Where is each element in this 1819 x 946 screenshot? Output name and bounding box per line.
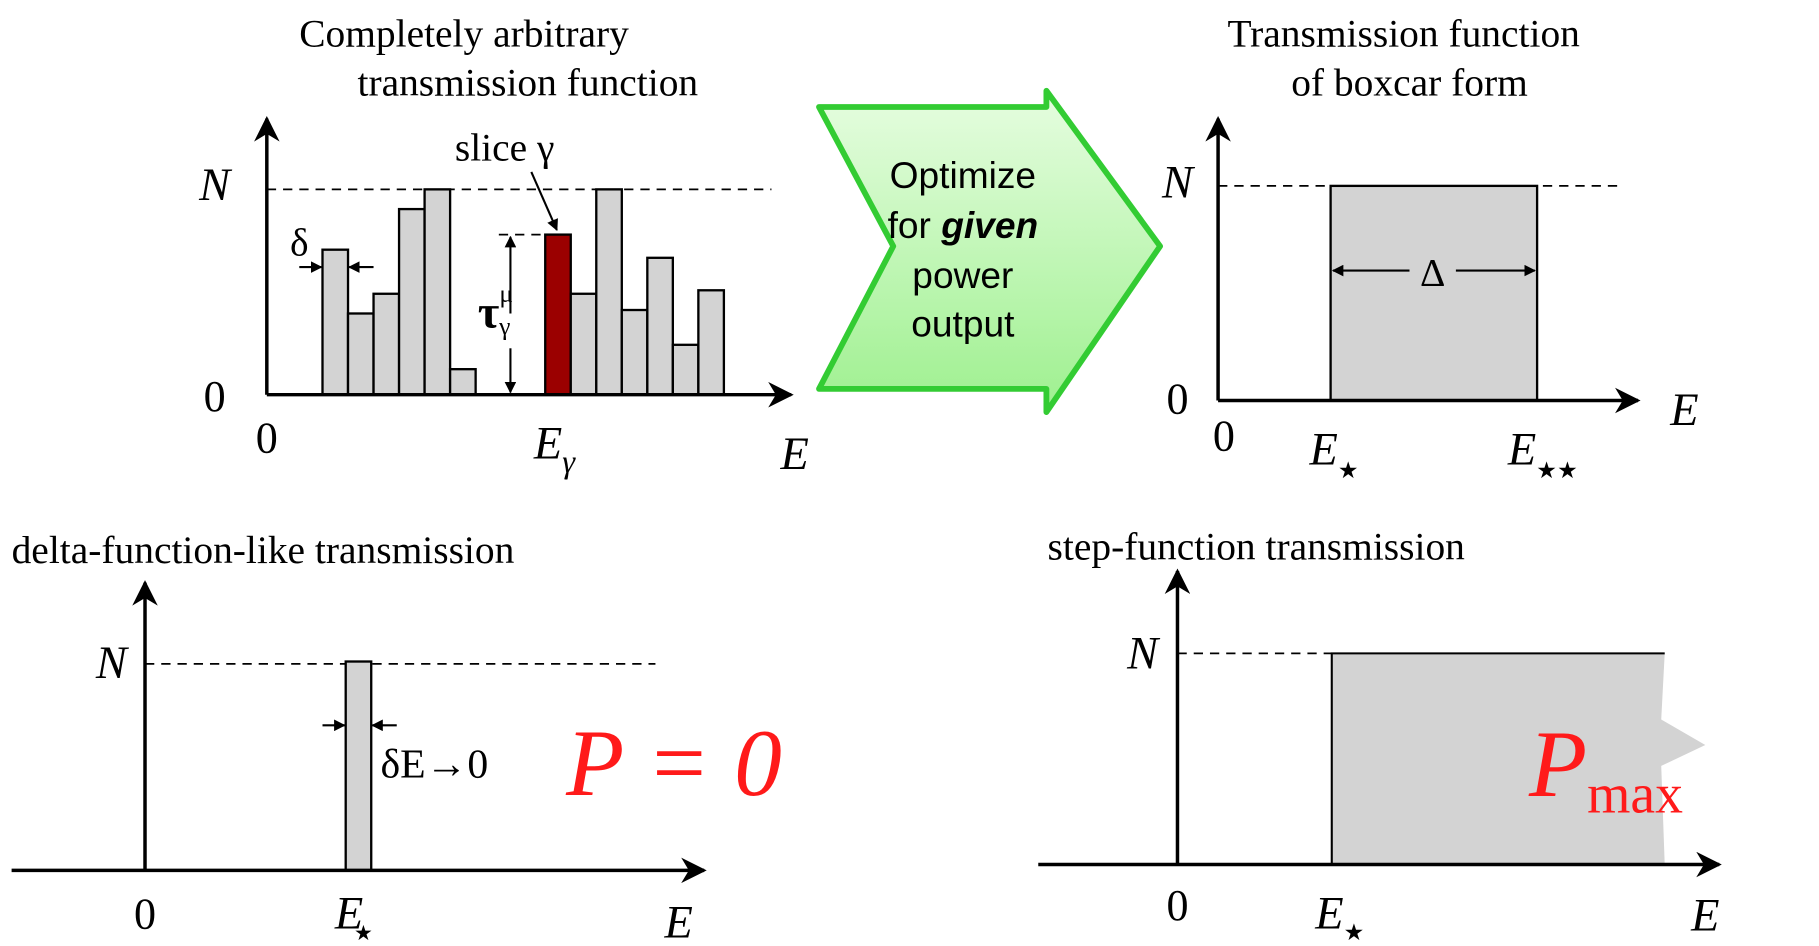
e-star: E★ [334, 888, 373, 945]
title: transmission function [357, 60, 698, 104]
zero-label: 0 [1166, 374, 1188, 423]
zero-label: 0 [1166, 881, 1188, 930]
n-label: N [1126, 628, 1161, 679]
e-star-star: E★★ [1507, 424, 1578, 484]
boxcar [1329, 184, 1539, 402]
title: step-function transmission [1048, 524, 1466, 568]
e-star: E★ [1309, 424, 1359, 484]
e-label: E [779, 429, 808, 480]
n-label: N [1161, 157, 1196, 208]
zero-label: 0 [204, 372, 226, 421]
power-label: Pmax [1528, 711, 1683, 825]
e-gamma: Eγ [533, 418, 576, 480]
power-label: P = 0 [565, 710, 782, 816]
title: of boxcar form [1291, 60, 1528, 104]
title: Transmission function [1227, 12, 1580, 56]
step-panel: step-function transmission N 0 E★ E Pmax [1038, 524, 1722, 946]
arrow-text: Optimize [890, 154, 1036, 196]
delta-panel: delta-function-like transmission δE→0 N … [12, 528, 782, 946]
n-label: N [198, 160, 233, 211]
e-label: E [1690, 891, 1719, 942]
e-label: E [1669, 385, 1698, 436]
arrow-text: for given [888, 204, 1039, 246]
delta-label: Δ [1420, 251, 1445, 295]
slice-label: slice γ [455, 125, 555, 169]
arrow-text: output [911, 303, 1015, 345]
zero-label: 0 [134, 889, 156, 938]
e-label: E [663, 898, 692, 946]
e-star: E★ [1314, 888, 1364, 946]
tau-label: τμ γ [478, 279, 513, 340]
bars [321, 188, 726, 396]
zero-label: 0 [1213, 411, 1235, 460]
zero-label: 0 [256, 414, 278, 463]
arbitrary-panel: Completely arbitrary transmission functi… [198, 12, 809, 481]
arrow-text: power [912, 254, 1013, 296]
delta-e-label: δE→0 [381, 742, 489, 788]
title: delta-function-like transmission [12, 528, 515, 572]
boxcar-panel: Transmission function of boxcar form Δ N… [1161, 12, 1699, 485]
delta-label: δ [290, 220, 309, 264]
optimize-arrow: Optimize for given power output [816, 87, 1163, 415]
n-label: N [95, 638, 130, 689]
title: Completely arbitrary [299, 12, 629, 56]
